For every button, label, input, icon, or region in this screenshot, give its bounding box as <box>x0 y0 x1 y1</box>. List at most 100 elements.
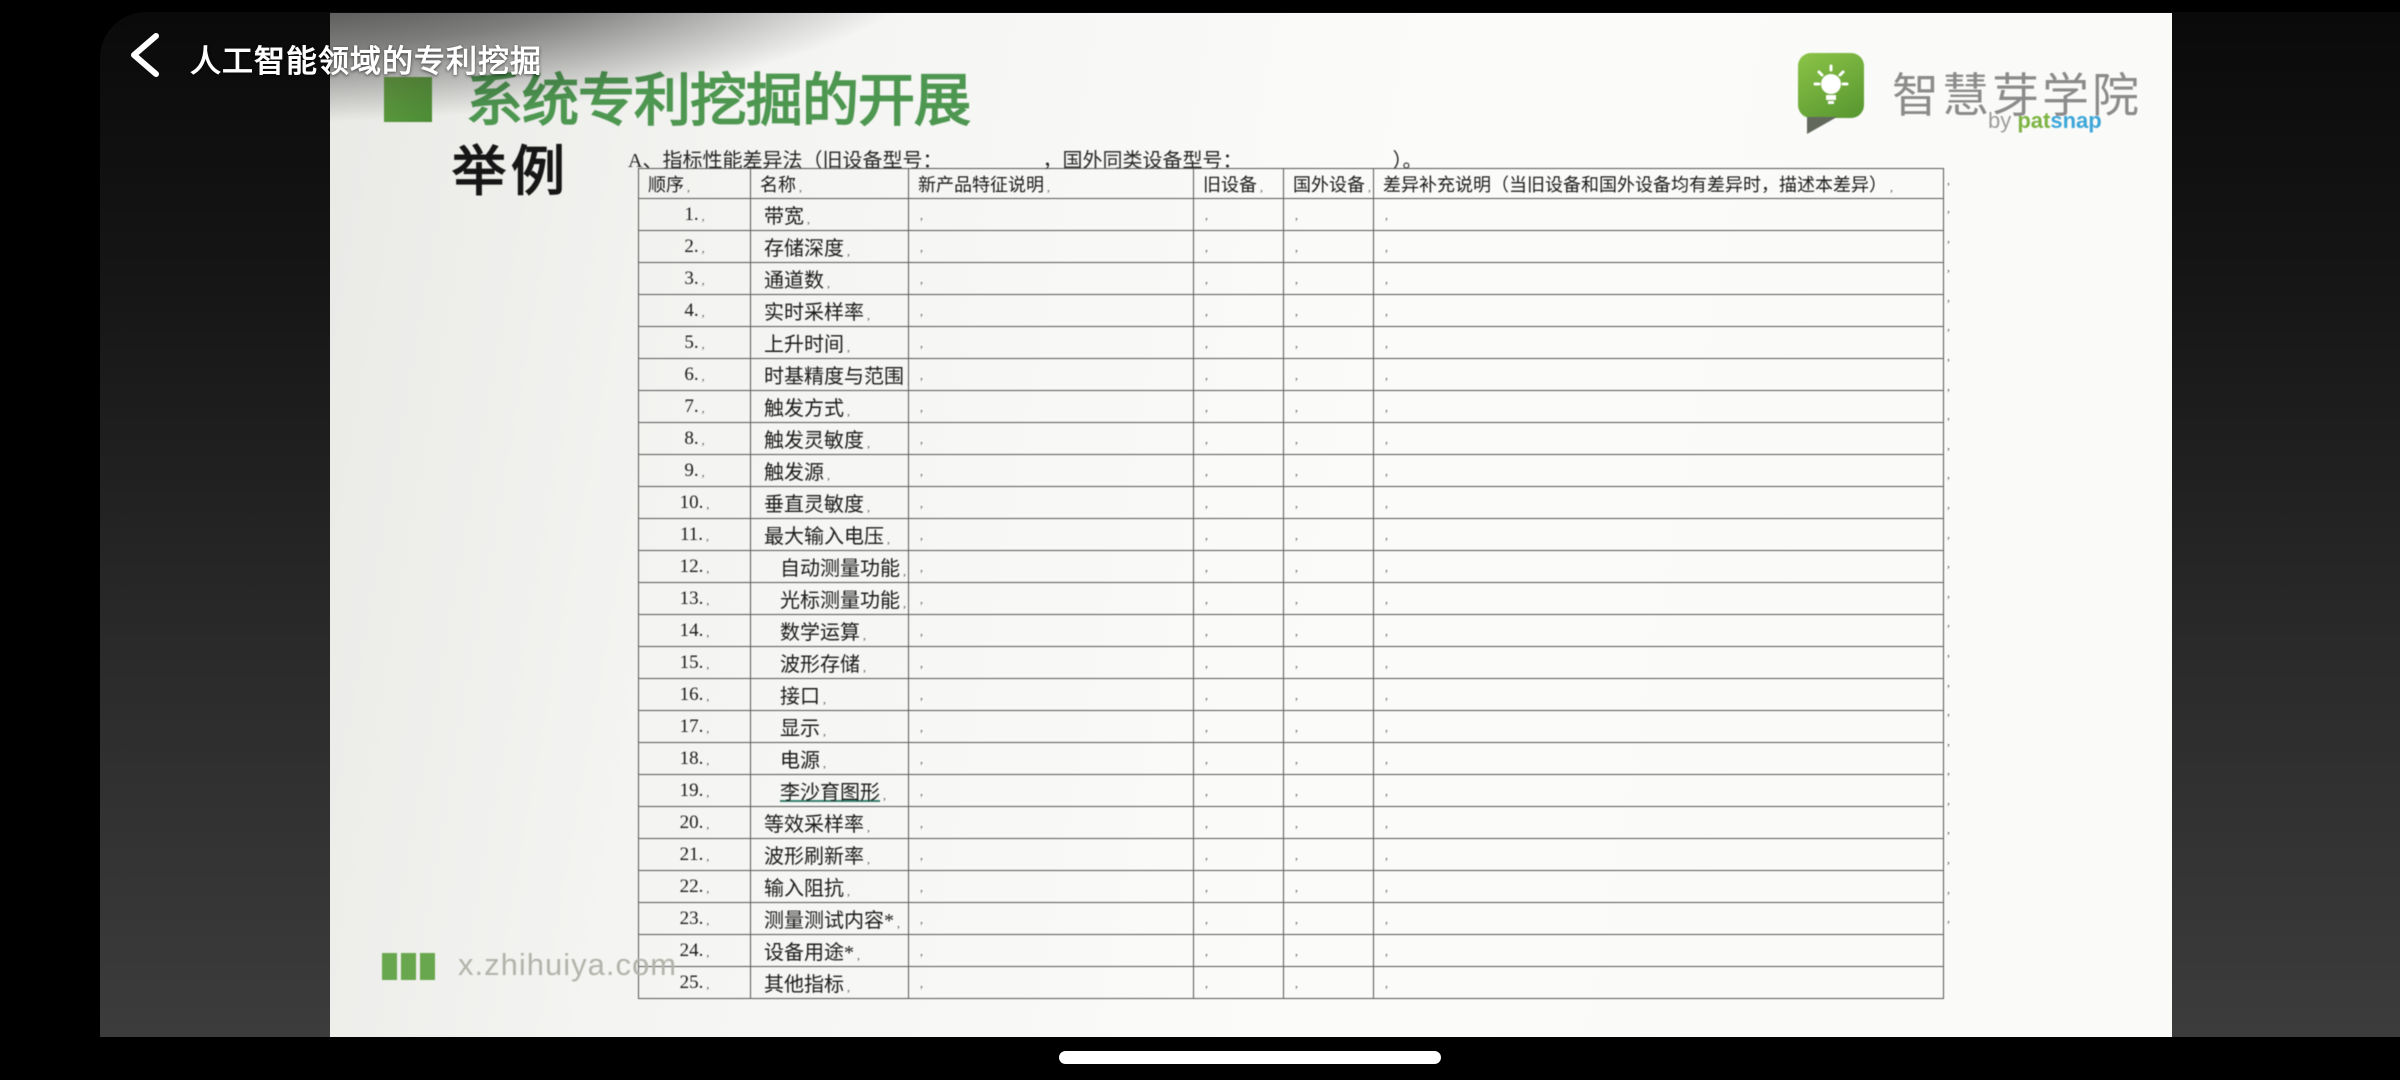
cell-name: 光标测量功能, <box>750 582 909 615</box>
col-header-foreign-device: 国外设备, <box>1283 168 1374 199</box>
cell-name: 其他指标, <box>750 966 909 999</box>
brand-name: 智慧芽学院 <box>1892 69 2142 122</box>
back-button[interactable] <box>118 26 178 84</box>
cell-name: 触发方式, <box>750 390 909 423</box>
cell-empty: , <box>1283 230 1374 263</box>
spec-table-body: 1., 带宽,,,,, 2., 存储深度,,,,, 3., 通道数,,,,, 4., 实时采样… <box>638 198 1944 999</box>
cell-name: 测量测试内容*, <box>750 902 909 935</box>
cell-empty: , <box>1283 646 1374 679</box>
col-header-old-device: 旧设备, <box>1193 168 1284 199</box>
cell-empty: , <box>1283 486 1374 519</box>
table-row: 8., 触发灵敏度,,,,, <box>638 422 1944 455</box>
cell-empty: , <box>1193 774 1284 807</box>
cell-empty: , <box>908 774 1194 807</box>
cell-empty: , <box>908 934 1194 967</box>
cell-order: 2., <box>638 230 751 263</box>
cell-empty: , <box>1373 678 1944 711</box>
cell-order: 14., <box>638 614 751 647</box>
cell-order: 12., <box>638 550 751 583</box>
cell-name: 数学运算, <box>750 614 909 647</box>
cell-empty: , <box>1283 838 1374 871</box>
cell-empty: , <box>1283 614 1374 647</box>
cell-empty: , <box>1193 230 1284 263</box>
cell-empty: , <box>1373 486 1944 519</box>
slide-document: 系统专利挖掘的开展 举例 A、指标性能差异法（旧设备型号： ，国外同类设备型号：）… <box>330 13 2172 1037</box>
cell-name: 通道数, <box>750 262 909 295</box>
cell-empty: , <box>1193 262 1284 295</box>
cell-empty: , <box>1193 518 1284 551</box>
cell-empty: , <box>1373 902 1944 935</box>
cell-empty: , <box>1283 710 1374 743</box>
cell-empty: , <box>908 358 1194 391</box>
cell-empty: , <box>1373 934 1944 967</box>
cell-order: 9., <box>638 454 751 487</box>
cell-empty: , <box>1193 358 1284 391</box>
cell-empty: , <box>1373 454 1944 487</box>
table-row: 2., 存储深度,,,,, <box>638 230 1944 263</box>
cell-empty: , <box>908 742 1194 775</box>
cell-empty: , <box>1283 262 1374 295</box>
footer-bars-logo <box>382 953 435 980</box>
cell-empty: , <box>908 518 1194 551</box>
cell-empty: , <box>1193 422 1284 455</box>
cell-name: 自动测量功能, <box>750 550 909 583</box>
cell-empty: , <box>908 262 1194 295</box>
table-row: 6.,时基精度与范围,,,,, <box>638 358 1944 391</box>
cell-empty: , <box>1283 870 1374 903</box>
table-row: 11., 最大输入电压,,,,, <box>638 518 1944 551</box>
home-indicator[interactable] <box>1059 1051 1441 1064</box>
cell-empty: , <box>908 390 1194 423</box>
cell-empty: , <box>1373 390 1944 423</box>
cell-order: 8., <box>638 422 751 455</box>
cell-empty: , <box>1283 390 1374 423</box>
table-row: 15., 波形存储,,,,, <box>638 646 1944 679</box>
table-row: 20., 等效采样率,,,,, <box>638 806 1944 839</box>
table-row: 12., 自动测量功能,,,,, <box>638 550 1944 583</box>
cell-empty: , <box>1193 934 1284 967</box>
video-slide-surface[interactable]: 系统专利挖掘的开展 举例 A、指标性能差异法（旧设备型号： ，国外同类设备型号：）… <box>330 13 2172 1037</box>
cell-empty: , <box>1373 838 1944 871</box>
cell-order: 18., <box>638 742 751 775</box>
table-row: 4., 实时采样率,,,,, <box>638 294 1944 327</box>
cell-name: 实时采样率, <box>750 294 909 327</box>
table-row: 21., 波形刷新率,,,,, <box>638 838 1944 871</box>
cell-empty: , <box>1193 390 1284 423</box>
cell-empty: , <box>1373 806 1944 839</box>
byline-pat: pat <box>2017 108 2051 133</box>
cell-empty: , <box>908 966 1194 999</box>
cell-order: 21., <box>638 838 751 871</box>
cell-empty: , <box>1283 518 1374 551</box>
cell-empty: , <box>908 550 1194 583</box>
table-row: 18., 电源,,,,, <box>638 742 1944 775</box>
cell-empty: , <box>1283 358 1374 391</box>
cell-order: 3., <box>638 262 751 295</box>
cell-empty: , <box>1193 646 1284 679</box>
cell-empty: , <box>1283 582 1374 615</box>
cell-name: 李沙育图形, <box>750 774 909 807</box>
cell-name: 时基精度与范围, <box>750 358 909 391</box>
cell-empty: , <box>1193 902 1284 935</box>
cell-empty: , <box>1373 198 1944 231</box>
cell-name: 设备用途*, <box>750 934 909 967</box>
table-row: 25., 其他指标,,,,, <box>638 966 1944 999</box>
cell-empty: , <box>908 582 1194 615</box>
table-row: 23., 测量测试内容*,,,,, <box>638 902 1944 935</box>
cell-empty: , <box>1283 294 1374 327</box>
cell-empty: , <box>1373 614 1944 647</box>
cell-empty: , <box>1373 774 1944 807</box>
cell-empty: , <box>1283 966 1374 999</box>
cell-order: 4., <box>638 294 751 327</box>
cell-empty: , <box>1193 742 1284 775</box>
cell-name: 触发灵敏度, <box>750 422 909 455</box>
byline-snap: snap <box>2050 108 2102 133</box>
cell-empty: , <box>1283 326 1374 359</box>
cell-empty: , <box>908 710 1194 743</box>
cell-order: 11., <box>638 518 751 551</box>
spec-table: 顺序, 名称, 新产品特征说明, 旧设备, 国外设备, 差异补充说明（当旧设备和… <box>638 168 1944 999</box>
cell-name: 接口, <box>750 678 909 711</box>
cell-empty: , <box>1373 582 1944 615</box>
cell-empty: , <box>1373 710 1944 743</box>
cell-name: 电源, <box>750 742 909 775</box>
cell-empty: , <box>908 806 1194 839</box>
cell-empty: , <box>908 678 1194 711</box>
